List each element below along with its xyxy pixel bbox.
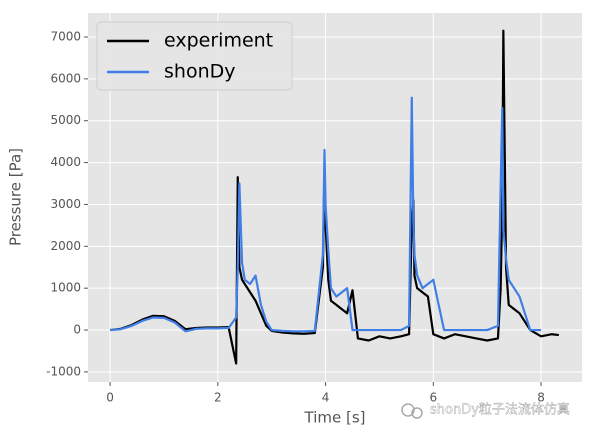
x-tick-label: 2 xyxy=(214,391,222,405)
x-tick-label: 4 xyxy=(322,391,330,405)
x-tick-label: 0 xyxy=(106,391,114,405)
x-axis-label: Time [s] xyxy=(304,409,366,427)
x-tick-label: 8 xyxy=(537,391,545,405)
y-tick-label: 0 xyxy=(73,323,81,337)
legend-label: shonDy xyxy=(164,61,235,83)
y-tick-label: 3000 xyxy=(50,197,81,211)
y-tick-label: 1000 xyxy=(50,281,81,295)
line-series xyxy=(110,96,542,333)
y-tick-label: -1000 xyxy=(46,364,81,378)
watermark-icon xyxy=(401,403,423,419)
watermark: shonDy粒子法流体仿真 xyxy=(430,403,570,418)
y-tick-label: 6000 xyxy=(50,71,81,85)
y-axis-label: Pressure [Pa] xyxy=(7,148,25,246)
legend-label: experiment xyxy=(164,30,273,52)
y-tick-label: 5000 xyxy=(50,113,81,127)
y-tick-label: 4000 xyxy=(50,155,81,169)
y-tick-label: 2000 xyxy=(50,239,81,253)
x-tick-label: 6 xyxy=(429,391,437,405)
y-tick-label: 7000 xyxy=(50,29,81,43)
